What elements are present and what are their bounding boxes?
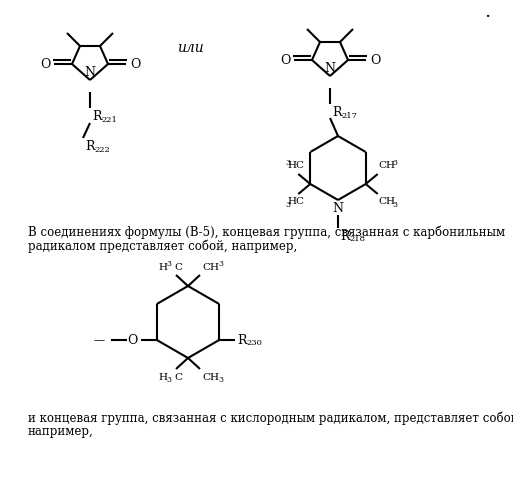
Text: 218: 218 [349, 235, 365, 243]
Text: O: O [40, 58, 50, 70]
Text: .: . [484, 3, 490, 21]
Text: N: N [332, 202, 344, 215]
Text: R: R [85, 140, 94, 153]
Text: радикалом представляет собой, например,: радикалом представляет собой, например, [28, 240, 297, 253]
Text: 3: 3 [166, 376, 171, 384]
Text: C: C [174, 262, 182, 272]
Text: В соединениях формулы (В-5), концевая группа, связанная с карбонильным: В соединениях формулы (В-5), концевая гр… [28, 225, 505, 239]
Text: CH: CH [379, 198, 396, 206]
Text: N: N [325, 62, 336, 74]
Text: O: O [280, 54, 290, 66]
Text: 3: 3 [393, 159, 398, 167]
Text: C: C [174, 372, 182, 382]
Text: 217: 217 [341, 112, 357, 120]
Text: 3: 3 [285, 159, 290, 167]
Text: R: R [237, 334, 247, 346]
Text: CH: CH [202, 262, 219, 272]
Text: и концевая группа, связанная с кислородным радикалом, представляет собой,: и концевая группа, связанная с кислородн… [28, 411, 513, 425]
Text: O: O [128, 334, 138, 346]
Text: C: C [295, 198, 303, 206]
Text: O: O [130, 58, 140, 70]
Text: или: или [176, 41, 203, 55]
Text: R: R [92, 110, 102, 124]
Text: H: H [158, 372, 167, 382]
Text: O: O [370, 54, 380, 66]
Text: H: H [158, 262, 167, 272]
Text: 222: 222 [94, 146, 110, 154]
Text: R: R [332, 106, 342, 120]
Text: CH: CH [379, 162, 396, 170]
Text: 221: 221 [101, 116, 117, 124]
Text: CH: CH [202, 372, 219, 382]
Text: 3: 3 [285, 201, 290, 209]
Text: 3: 3 [218, 260, 223, 268]
Text: 230: 230 [246, 339, 262, 347]
Text: 3: 3 [166, 260, 171, 268]
Text: 3: 3 [218, 376, 223, 384]
Text: H: H [287, 162, 297, 170]
Text: N: N [85, 66, 95, 78]
Text: C: C [295, 162, 303, 170]
Text: —: — [94, 335, 105, 345]
Text: 3: 3 [393, 201, 398, 209]
Text: например,: например, [28, 426, 94, 438]
Text: R: R [340, 230, 349, 242]
Text: H: H [287, 198, 297, 206]
